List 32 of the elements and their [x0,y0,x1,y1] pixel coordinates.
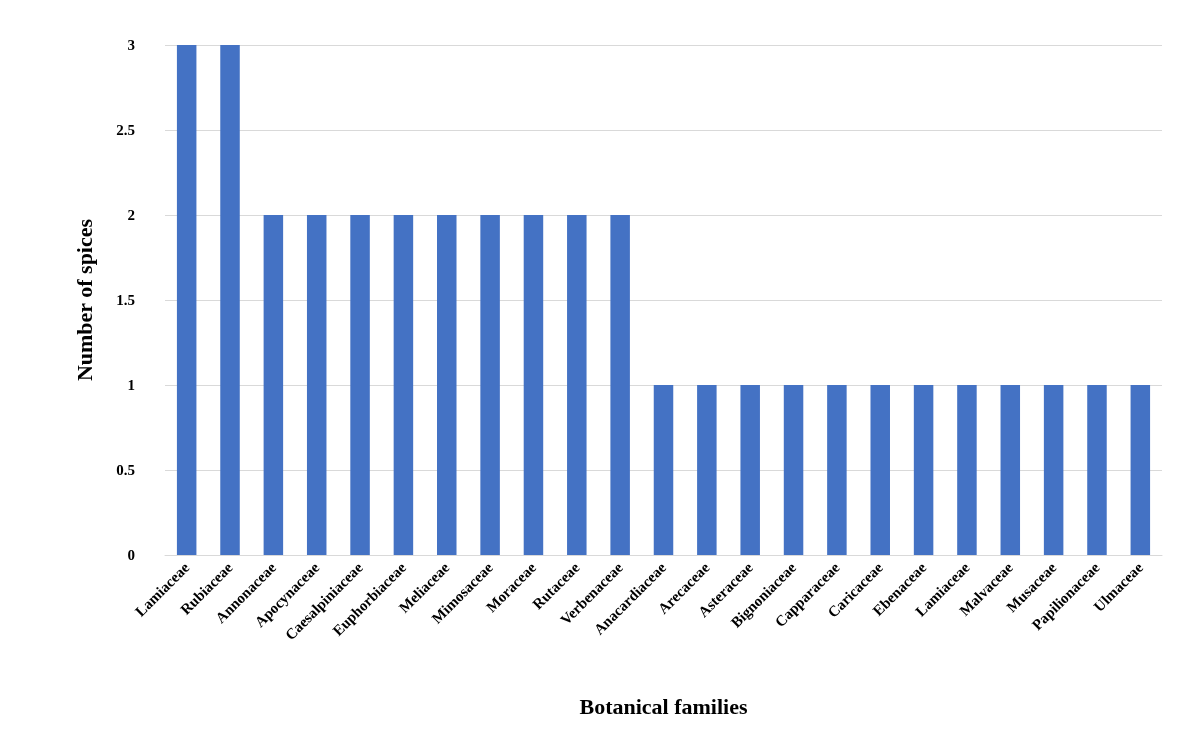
bar [740,385,760,555]
bar [870,385,890,555]
bar [306,215,327,555]
bar [1000,385,1021,555]
bar [1043,385,1064,555]
bar [957,385,977,555]
bar [653,385,674,555]
y-tick-label: 1.5 [116,292,135,308]
y-tick-label: 3 [127,37,135,53]
bar [567,215,587,555]
bar [783,385,804,555]
bar [220,45,240,555]
bar [827,385,847,555]
bar [913,385,934,555]
bar [1087,385,1107,555]
bar [610,215,630,555]
bar [263,215,284,555]
bar [480,215,500,555]
x-axis-title: Botanical families [579,693,748,719]
y-tick-label: 1 [127,377,135,393]
bar [350,215,370,555]
bar [176,45,197,555]
y-axis-title: Number of spices [71,218,97,382]
y-tick-label: 2.5 [116,122,135,138]
bar [523,215,544,555]
y-tick-label: 2 [127,207,135,223]
y-tick-label: 0 [127,547,135,563]
bar [697,385,717,555]
bar [393,215,414,555]
bar [437,215,457,555]
bar [1130,385,1151,555]
y-tick-label: 0.5 [116,462,135,478]
